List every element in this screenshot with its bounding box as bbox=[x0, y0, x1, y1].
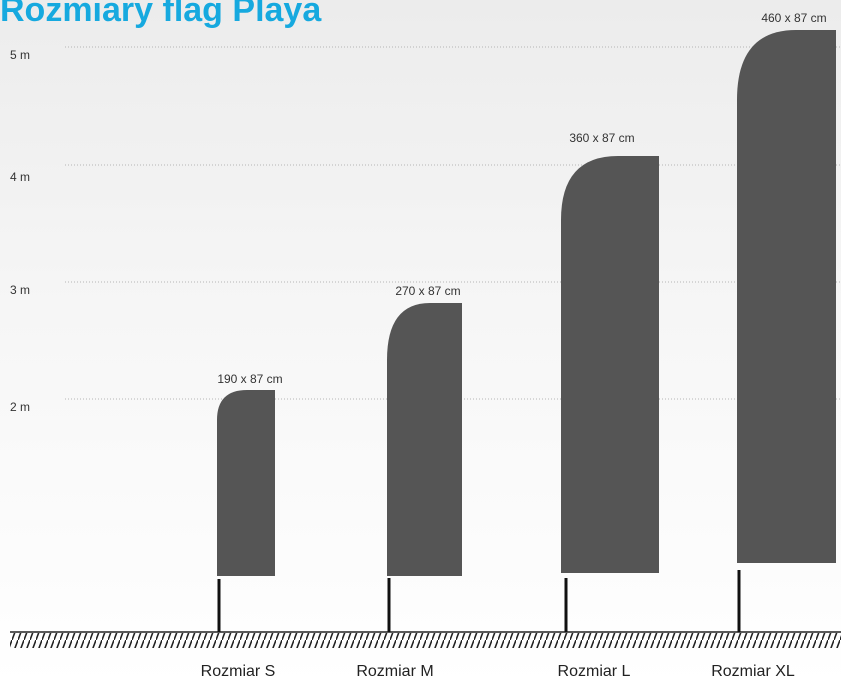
size-label: 190 x 87 cm bbox=[217, 372, 282, 386]
size-name: Rozmiar XL bbox=[711, 663, 795, 680]
ground bbox=[10, 631, 841, 648]
scale-label: 2 m bbox=[10, 400, 30, 414]
flag-s: 190 x 87 cm Rozmiar S bbox=[201, 372, 283, 680]
size-label: 460 x 87 cm bbox=[761, 11, 826, 25]
flag bbox=[217, 390, 275, 576]
flag-m: 270 x 87 cm Rozmiar M bbox=[356, 284, 462, 680]
size-label: 270 x 87 cm bbox=[395, 284, 460, 298]
size-name: Rozmiar S bbox=[201, 663, 276, 680]
flag bbox=[737, 30, 836, 563]
scale: 5 m 4 m 3 m 2 m bbox=[10, 46, 841, 414]
flag-l: 360 x 87 cm Rozmiar L bbox=[558, 131, 659, 680]
flag bbox=[387, 303, 462, 576]
size-name: Rozmiar L bbox=[558, 663, 631, 680]
ground-hatch bbox=[10, 633, 841, 648]
size-label: 360 x 87 cm bbox=[569, 131, 634, 145]
size-name: Rozmiar M bbox=[356, 663, 433, 680]
scale-label: 5 m bbox=[10, 48, 30, 62]
flag bbox=[561, 156, 659, 573]
scale-label: 3 m bbox=[10, 283, 30, 297]
flag-xl: 460 x 87 cm Rozmiar XL bbox=[711, 11, 836, 680]
title: Rozmiary flag Playa bbox=[0, 0, 322, 29]
scale-label: 4 m bbox=[10, 170, 30, 184]
